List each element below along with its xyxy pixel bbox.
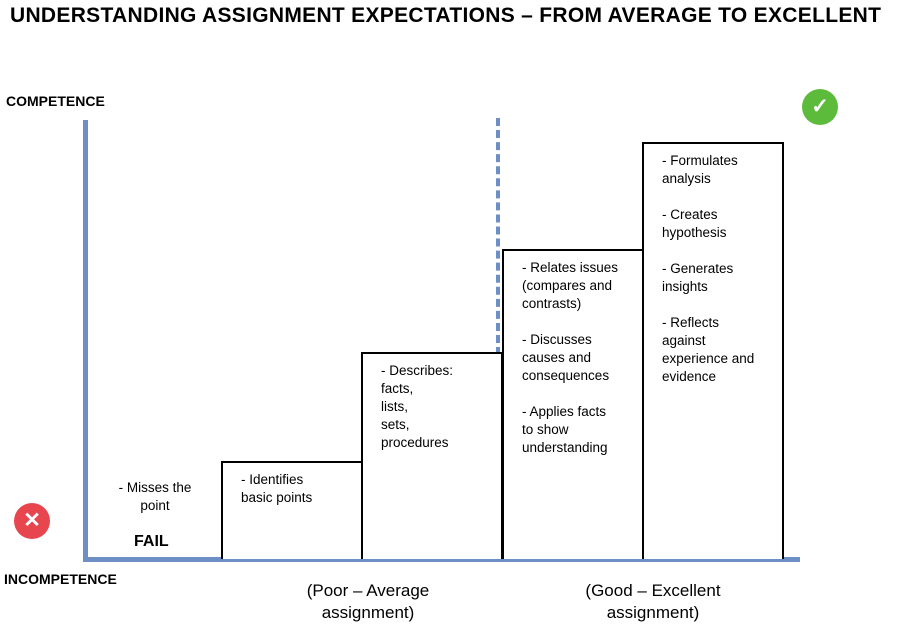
step-relate: - Relates issues (compares and contrasts… — [502, 249, 644, 559]
step-bullet: - Generates insights — [662, 261, 734, 294]
x-axis-line — [83, 557, 800, 562]
fail-description: - Misses the point — [118, 480, 192, 513]
step-bullet: - Creates hypothesis — [662, 207, 727, 240]
step-bullet: - Formulates analysis — [662, 153, 738, 186]
y-axis-line — [83, 120, 88, 561]
step-bullet: - Identifies basic points — [241, 472, 313, 505]
step-bullet: - Discusses causes and consequences — [522, 332, 610, 383]
range-caption-good: (Good – Excellent assignment) — [585, 581, 721, 622]
y-axis-bottom-label: INCOMPETENCE — [4, 571, 117, 587]
step-bullet: - Describes: facts, lists, sets, procedu… — [381, 363, 454, 450]
step-bullet: - Reflects against experience and eviden… — [662, 315, 755, 384]
check-icon: ✓ — [802, 89, 838, 125]
range-caption-poor: (Poor – Average assignment) — [306, 581, 430, 622]
y-axis-top-label: COMPETENCE — [6, 93, 105, 109]
step-bullet: - Applies facts to show understanding — [522, 404, 608, 455]
step-bullet: - Relates issues (compares and contrasts… — [522, 260, 619, 311]
page-title: UNDERSTANDING ASSIGNMENT EXPECTATIONS – … — [10, 4, 882, 27]
step-describe: - Describes: facts, lists, sets, procedu… — [361, 352, 503, 559]
x-icon: ✕ — [14, 503, 50, 539]
step-basic: - Identifies basic points — [221, 461, 363, 559]
range-divider — [496, 118, 500, 560]
step-analyse: - Formulates analysis - Creates hypothes… — [642, 142, 784, 559]
fail-label: FAIL — [134, 533, 169, 550]
